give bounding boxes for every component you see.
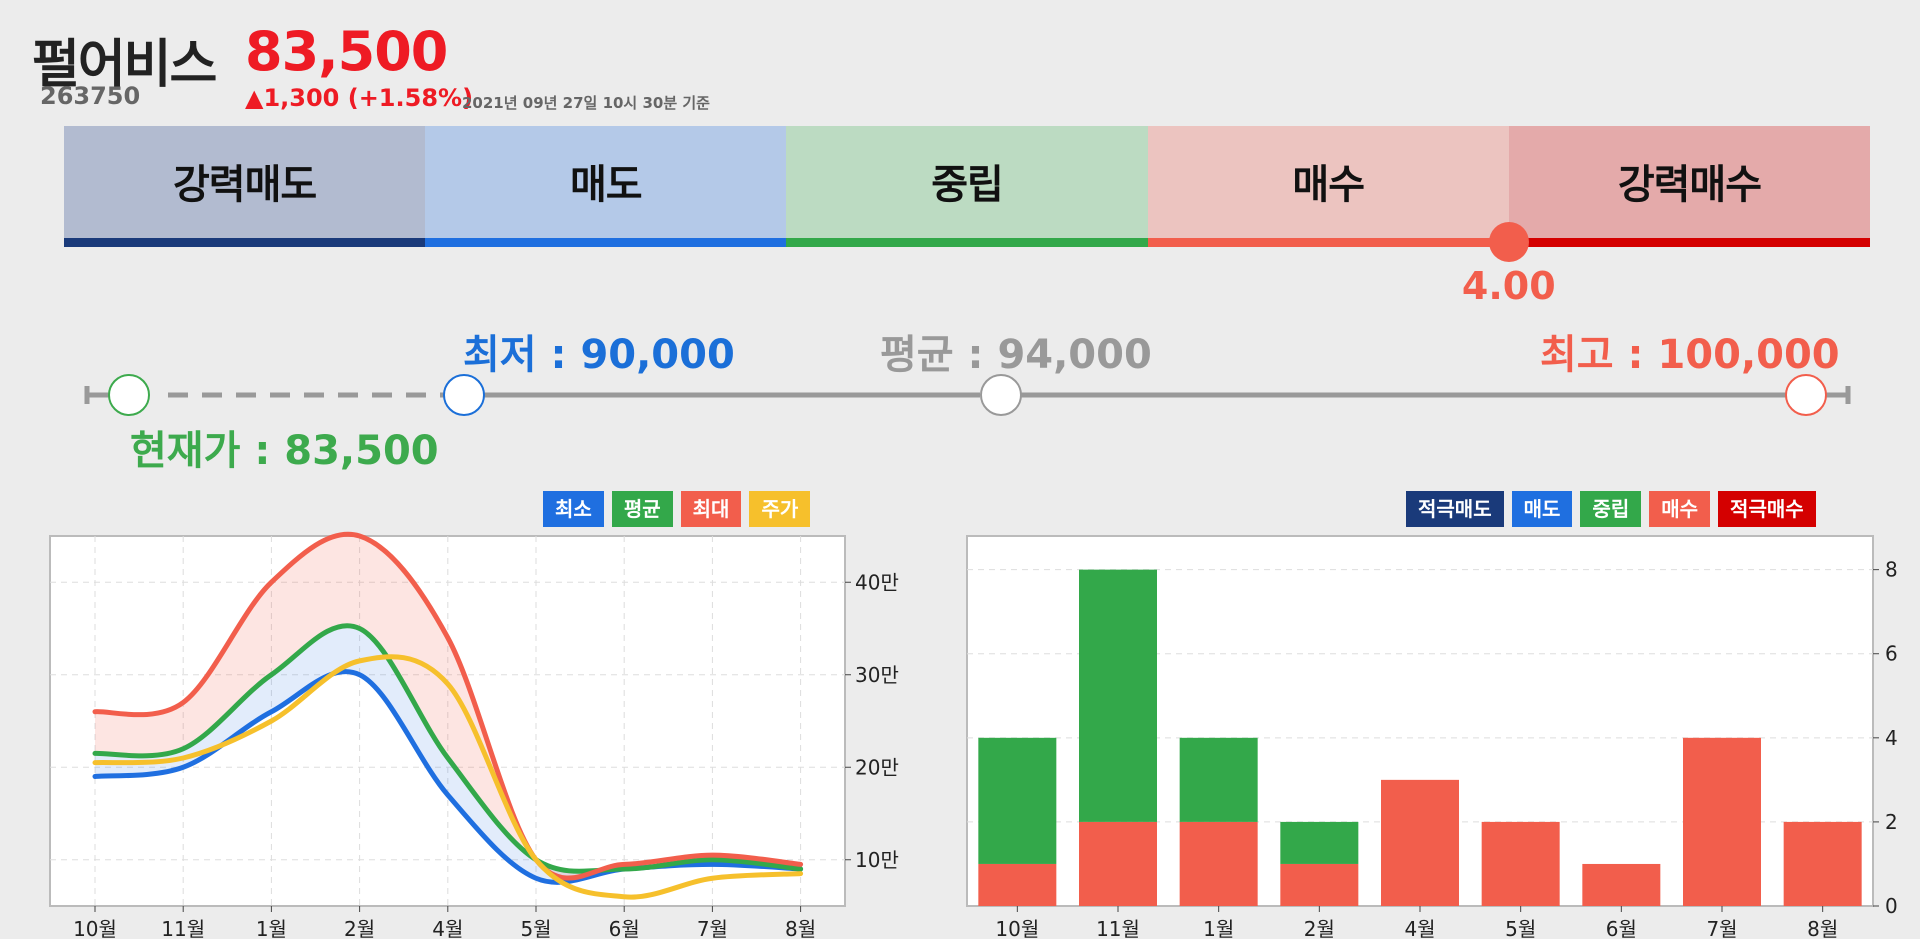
rating-segment-neutral: 중립 (786, 126, 1148, 247)
rating-line (1147, 238, 1509, 247)
y-tick-label: 2 (1885, 810, 1898, 834)
rating-segment-buy: 매수 (1147, 126, 1509, 247)
max-avg-band (95, 534, 801, 879)
legend-price: 주가 (749, 491, 811, 527)
stock-name: 펄어비스 (32, 35, 217, 95)
x-tick-label: 5월 (520, 917, 551, 939)
x-tick-label: 2월 (1304, 917, 1335, 939)
target-avg-dot (980, 374, 1022, 416)
x-tick-label: 6월 (609, 917, 640, 939)
legend-max: 최대 (680, 491, 742, 527)
max-series-line (92, 531, 804, 881)
bar-buy (1179, 821, 1258, 906)
bar-buy (1683, 737, 1761, 906)
bar-neutral (1280, 821, 1359, 864)
y-tick-label: 20만 (855, 755, 899, 779)
y-tick-label: 4 (1885, 726, 1898, 750)
x-tick-label: 11월 (1096, 917, 1140, 939)
legend-neutral: 중립 (1580, 491, 1642, 527)
bar-buy (1783, 821, 1862, 906)
rating-segment-strong-sell: 강력매도 (64, 126, 426, 247)
bar-buy (1582, 863, 1661, 906)
x-tick-label: 6월 (1606, 917, 1637, 939)
bar-buy (1481, 821, 1560, 906)
x-tick-label: 4월 (432, 917, 463, 939)
price-change: ▲1,300 (+1.58%) (245, 84, 474, 112)
legend-sell: 매도 (1511, 491, 1573, 527)
bar-buy (978, 863, 1057, 906)
current-price-dot (108, 374, 150, 416)
target-high-label: 최고 : 100,000 (1540, 332, 1840, 378)
bar-buy (1280, 863, 1359, 906)
x-tick-label: 2월 (344, 917, 375, 939)
legend-buy: 매수 (1649, 491, 1711, 527)
legend-strong-sell: 적극매도 (1406, 491, 1504, 527)
legend-avg: 평균 (611, 491, 673, 527)
x-tick-label: 7월 (697, 917, 728, 939)
x-tick-label: 7월 (1706, 917, 1737, 939)
rating-line (786, 238, 1148, 247)
target-price-line-chart: 10만 20만 30만 40만 10월 11월 1월 2월 4월 5월 6월 7월 8월 (49, 531, 899, 939)
x-tick-label: 5월 (1505, 917, 1536, 939)
legend-min: 최소 (543, 491, 604, 527)
x-tick-label: 4월 (1404, 917, 1435, 939)
y-tick-label: 30만 (855, 663, 899, 687)
bar-buy (1381, 779, 1459, 906)
x-tick-label: 10월 (995, 917, 1039, 939)
rating-line (64, 238, 426, 247)
x-tick-label: 11월 (161, 917, 205, 939)
rating-line (425, 238, 787, 247)
target-avg-label: 평균 : 94,000 (880, 332, 1152, 378)
bar-chart-legend: 적극매도 매도 중립 매수 적극매수 (1406, 491, 1816, 527)
y-tick-label: 40만 (855, 570, 899, 594)
opinion-bar-chart: 0 2 4 6 8 10월 11월 1월 2월 4월 5월 6월 7월 8월 (966, 535, 1898, 939)
y-tick-label: 6 (1885, 642, 1898, 666)
target-high-dot (1785, 374, 1827, 416)
rating-marker (1488, 222, 1529, 262)
bar-neutral (1179, 737, 1258, 822)
rating-segment-sell: 매도 (425, 126, 787, 247)
legend-strong-buy: 적극매수 (1718, 491, 1816, 527)
rating-value: 4.00 (1461, 264, 1556, 308)
x-tick-label: 1월 (256, 917, 287, 939)
stock-code: 263750 (40, 82, 141, 110)
line-chart-legend: 최소 평균 최대 주가 (543, 491, 811, 527)
price-timestamp: 2021년 09년 27일 10시 30분 기준 (462, 94, 710, 112)
x-tick-label: 10월 (73, 917, 117, 939)
bar-neutral (1079, 569, 1157, 822)
avg-min-band (95, 625, 801, 883)
y-tick-label: 10만 (855, 848, 899, 872)
current-price-label: 현재가 : 83,500 (130, 428, 439, 474)
rating-label: 강력매도 (173, 161, 317, 208)
rating-segment-strong-buy: 강력매수 (1508, 126, 1871, 247)
rating-label: 강력매수 (1617, 161, 1762, 208)
rating-label: 매도 (570, 161, 643, 208)
target-low-dot (443, 374, 485, 416)
rating-line (1508, 238, 1871, 247)
rating-scale: 강력매도 매도 중립 매수 강력매수 (64, 126, 1871, 247)
y-tick-label: 0 (1885, 894, 1898, 918)
price-series-line (92, 654, 804, 900)
x-tick-label: 8월 (785, 917, 816, 939)
avg-series-line (92, 623, 804, 874)
bar-buy (1079, 821, 1157, 906)
x-tick-label: 8월 (1807, 917, 1838, 939)
y-tick-label: 8 (1885, 558, 1898, 582)
rating-label: 매수 (1292, 161, 1365, 208)
x-tick-label: 1월 (1203, 917, 1234, 939)
target-range-track (84, 374, 1851, 416)
rating-label: 중립 (931, 161, 1004, 208)
bar-neutral (978, 737, 1057, 864)
target-low-label: 최저 : 90,000 (463, 332, 735, 378)
stock-price: 83,500 (245, 20, 448, 83)
